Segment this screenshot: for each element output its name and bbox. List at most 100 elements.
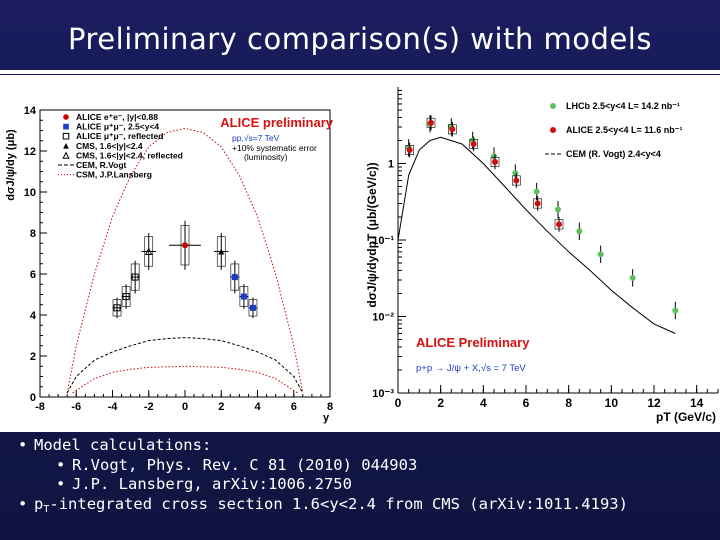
left-data-point (144, 247, 153, 255)
right-y-axis-label: dσJ/ψ/dydpT (μb/(GeV/c)) (365, 162, 379, 307)
right-x-tick-label: 2 (437, 396, 444, 410)
left-chart-banner: ALICE preliminary (220, 115, 333, 130)
left-legend-label: CMS, 1.6<|y|<2.4 (76, 141, 143, 151)
lhcb-data-point (629, 274, 636, 281)
left-data-point (240, 293, 247, 300)
right-x-tick-label: 10 (605, 396, 619, 410)
csm-lower-curve (72, 365, 298, 394)
right-y-tick-label: 1 (388, 159, 394, 171)
title-divider (0, 70, 720, 74)
bullet: • (56, 475, 66, 493)
alice-syst-box (512, 175, 521, 186)
right-x-tick-label: 8 (565, 396, 572, 410)
left-syst-box (112, 299, 122, 317)
note-line-2: • R.Vogt, Phys. Rev. C 81 (2010) 044903 (18, 456, 708, 476)
alice-data-point (428, 119, 434, 126)
right-legend-label: LHCb 2.5<y<4 L= 14.2 nb⁻¹ (566, 101, 680, 111)
left-data-point (249, 304, 256, 311)
left-x-tick-label: 4 (254, 401, 261, 413)
alice-data-point (556, 221, 562, 228)
left-legend-label: CMS, 1.6<|y|<2.4, reflected (76, 150, 183, 160)
note-text: p (34, 494, 44, 513)
right-legend-marker (550, 127, 556, 133)
note-line-4: • pT-integrated cross section 1.6<y<2.4 f… (18, 495, 708, 520)
cem-curve (66, 337, 304, 394)
right-x-axis-label: pT (GeV/c) (656, 410, 716, 424)
right-chart-banner: ALICE Preliminary (416, 335, 530, 350)
note-line-3: • J.P. Lansberg, arXiv:1006.2750 (18, 475, 708, 495)
left-syst-box (180, 225, 190, 266)
note-text: J.P. Lansberg, arXiv:1006.2750 (72, 475, 352, 493)
lhcb-data-point (512, 170, 519, 177)
left-syst-label-1: +10% systematic error (232, 143, 317, 153)
bullet: • (18, 436, 28, 454)
right-x-tick-label: 4 (480, 396, 487, 410)
left-y-tick-label: 10 (24, 187, 36, 199)
plot-area: -8 -6 -4 -2 0 2 4 6 8 0 2 4 6 8 10 12 14 y dσJ/ψ/dy (μb) AL… (0, 75, 720, 432)
notes-block: • Model calculations: • R.Vogt, Phys. Rev.… (18, 436, 708, 519)
left-syst-box (144, 236, 154, 267)
alice-syst-box (554, 219, 564, 230)
left-legend-label: ALICE μ⁺μ⁻, reflected (76, 131, 163, 141)
left-energy-label: pp,√s=7 TeV (232, 133, 280, 143)
csm-curve (66, 127, 304, 393)
left-syst-box (130, 263, 140, 291)
right-x-tick-label: 14 (690, 396, 704, 410)
left-y-tick-label: 8 (30, 228, 36, 240)
alice-syst-box (490, 156, 500, 167)
alice-syst-box (469, 139, 478, 149)
left-data-point (122, 293, 130, 301)
right-y-tick-label: 10⁻³ (372, 388, 394, 400)
left-data-point (182, 242, 188, 249)
left-legend-marker (62, 132, 70, 140)
bullet: • (56, 455, 66, 474)
left-x-axis-label: y (323, 412, 330, 424)
right-legend-marker (550, 103, 556, 109)
left-syst-box (216, 236, 226, 267)
alice-syst-box (405, 145, 414, 155)
note-text: Model calculations: (34, 436, 212, 454)
left-syst-box (239, 286, 249, 307)
left-y-tick-label: 12 (24, 146, 36, 158)
left-y-axis-label: dσJ/ψ/dy (μb) (5, 129, 17, 201)
left-data-point (113, 304, 121, 312)
alice-data-point (534, 200, 541, 207)
left-syst-box (248, 299, 258, 317)
left-y-tick-label: 4 (30, 310, 37, 322)
left-syst-box (230, 263, 240, 291)
alice-data-point (513, 177, 520, 184)
left-data-point (218, 248, 225, 255)
alice-data-point (406, 147, 413, 154)
left-y-tick-label: 0 (30, 392, 36, 404)
left-syst-box (121, 286, 131, 307)
left-legend-label: CEM, R.Vogt (76, 160, 127, 170)
note-text: R.Vogt, Phys. Rev. C 81 (2010) 044903 (72, 455, 418, 474)
right-cem-curve (397, 136, 676, 334)
left-x-tick-label: 8 (327, 401, 333, 413)
slide-title: Preliminary comparison(s) with models (68, 22, 652, 56)
alice-syst-box (448, 124, 457, 135)
lhcb-data-point (491, 153, 497, 160)
left-y-tick-label: 6 (30, 269, 36, 281)
left-x-tick-label: 2 (218, 401, 224, 413)
left-x-tick-label: 0 (182, 401, 188, 413)
lhcb-data-point (576, 228, 583, 235)
alice-syst-box (533, 198, 542, 209)
bullet: • (18, 494, 28, 513)
left-x-tick-label: -4 (108, 401, 119, 413)
note-line-1: • Model calculations: (18, 436, 708, 456)
left-syst-label-2: (luminosity) (244, 152, 288, 162)
note-text: -integrated cross section 1.6<y<2.4 from… (49, 494, 628, 513)
alice-data-point (449, 126, 456, 133)
right-y-tick-label: 10⁻¹ (372, 235, 394, 247)
note-subscript: T (43, 503, 50, 515)
left-x-tick-label: -6 (71, 401, 81, 413)
left-data-point (131, 273, 139, 281)
left-y-tick-label: 14 (24, 105, 37, 117)
alice-data-point (492, 158, 498, 165)
alice-syst-box (426, 117, 436, 128)
left-data-point (231, 274, 238, 281)
left-legend-marker (63, 143, 69, 149)
lhcb-data-point (597, 251, 604, 258)
